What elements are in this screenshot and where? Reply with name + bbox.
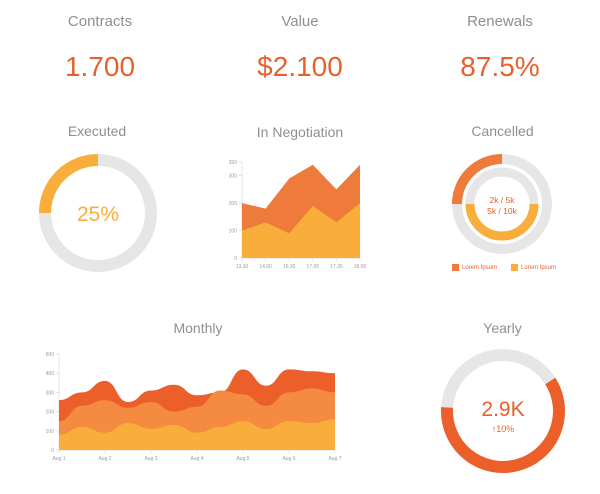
monthly-xtick-label: Aug 1 <box>52 456 65 462</box>
kpi-value-value: $2.100 <box>257 51 343 82</box>
executed-donut: 25% <box>39 154 157 272</box>
negotiation-xtick-label: 17.00 <box>307 264 320 270</box>
monthly-xtick-label: Aug 7 <box>328 456 341 462</box>
negotiation-title: In Negotiation <box>256 124 344 140</box>
legend-label-1: Lorem Ipsum <box>462 264 498 271</box>
legend-swatch-1 <box>452 264 459 271</box>
negotiation-chart: 0 100 200 300 350 13.30 14.00 16.30 17.00 17.30 18… <box>229 160 367 270</box>
negotiation-xtick-label: 13.30 <box>236 264 249 270</box>
executed-label: 25% <box>77 203 119 226</box>
monthly-title: Monthly <box>173 320 223 336</box>
cancelled-title: Cancelled <box>471 123 534 139</box>
monthly-chart: 0 100 200 300 400 500 Aug 1 Aug 2 Aug 3 Aug 4 Aug … <box>46 352 342 462</box>
negotiation-ytick-label: 350 <box>229 160 238 166</box>
monthly-ytick-label: 0 <box>51 448 54 454</box>
negotiation-series-2-area <box>242 203 360 258</box>
monthly-series-3-area <box>59 419 335 450</box>
yearly-value: 2.9K <box>481 398 524 421</box>
cancelled-outer-arc <box>452 154 503 205</box>
negotiation-xtick-label: 18.00 <box>354 264 367 270</box>
monthly-xtick-label: Aug 2 <box>98 456 111 462</box>
negotiation-xtick-label: 17.30 <box>330 264 343 270</box>
monthly-ytick-label: 400 <box>46 371 55 377</box>
cancelled-legend-1: Lorem Ipsum <box>452 264 497 271</box>
legend-label-2: Lorem Ipsum <box>521 264 557 271</box>
monthly-xtick-label: Aug 4 <box>190 456 203 462</box>
monthly-xtick-label: Aug 6 <box>282 456 295 462</box>
cancelled-legend-2: Lorem Ipsum <box>511 264 556 271</box>
cancelled-donut: 2k / 5k 5k / 10k <box>452 154 552 254</box>
cancelled-line2: 5k / 10k <box>487 206 518 216</box>
negotiation-ytick-label: 300 <box>229 174 238 180</box>
monthly-ytick-label: 100 <box>46 429 55 435</box>
monthly-ytick-label: 200 <box>46 410 55 416</box>
kpi-contracts-title: Contracts <box>67 13 133 30</box>
cancelled-line1: 2k / 5k <box>489 195 515 205</box>
negotiation-xtick-label: 14.00 <box>259 264 272 270</box>
monthly-xtick-label: Aug 3 <box>144 456 157 462</box>
yearly-title: Yearly <box>483 320 522 336</box>
kpi-renewals-title: Renewals <box>467 13 533 30</box>
monthly-ytick-label: 500 <box>46 352 55 358</box>
negotiation-ytick-label: 100 <box>229 229 238 235</box>
negotiation-ytick-label: 0 <box>234 256 237 262</box>
legend-swatch-2 <box>511 264 518 271</box>
monthly-xtick-label: Aug 5 <box>236 456 249 462</box>
yearly-arc <box>441 377 565 473</box>
executed-title: Executed <box>67 123 127 139</box>
kpi-value-title: Value <box>281 13 319 30</box>
yearly-change: ↑10% <box>492 424 515 434</box>
monthly-ytick-label: 300 <box>46 390 55 396</box>
negotiation-xtick-label: 16.30 <box>283 264 296 270</box>
kpi-renewals-value: 87.5% <box>460 51 540 82</box>
kpi-contracts-value: 1.700 <box>64 51 136 82</box>
negotiation-ytick-label: 200 <box>229 201 238 207</box>
cancelled-inner-arc <box>465 203 539 241</box>
yearly-donut: 2.9K ↑10% <box>441 349 565 473</box>
executed-arc <box>39 154 99 214</box>
